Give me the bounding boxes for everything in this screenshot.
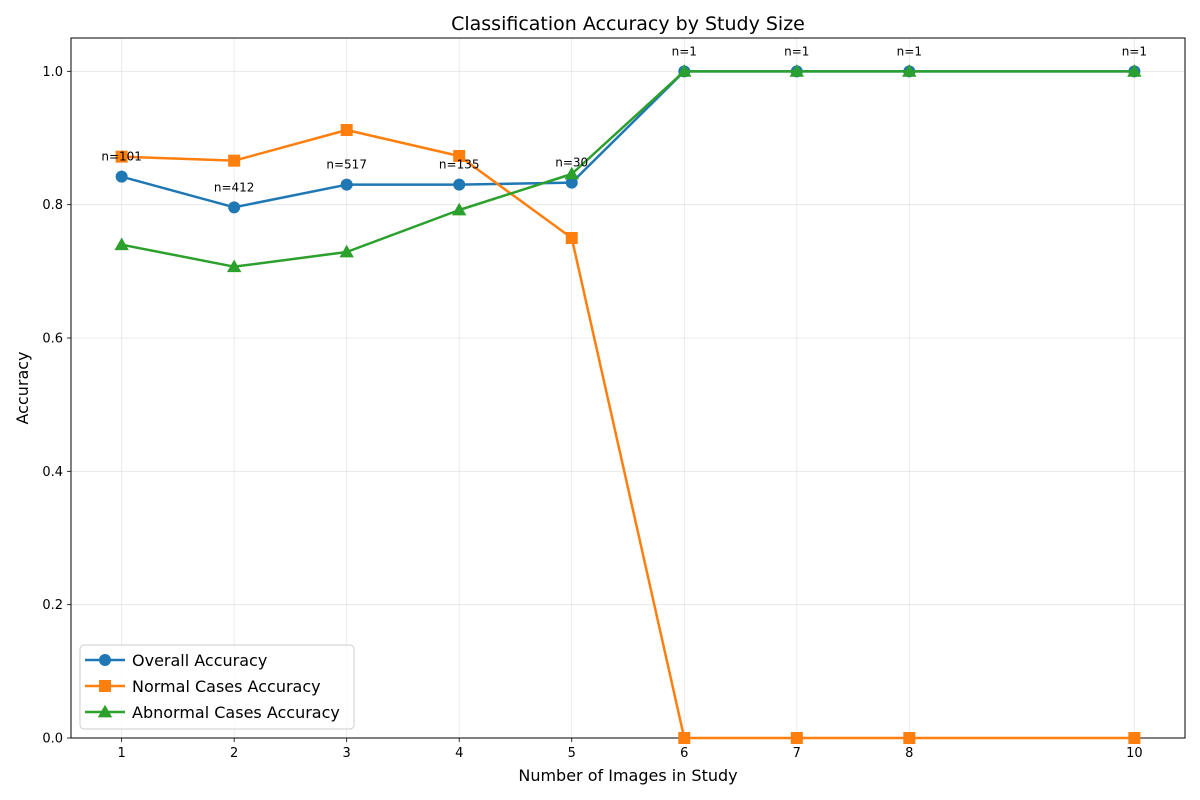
square-marker (903, 732, 916, 744)
triangle-marker (902, 64, 917, 77)
x-tick-label: 8 (905, 746, 913, 761)
series-1 (115, 65, 1141, 214)
sample-size-label: n=1 (1122, 44, 1147, 58)
x-axis-title: Number of Images in Study (518, 766, 737, 785)
circle-marker (453, 178, 466, 191)
legend-box (79, 644, 355, 730)
triangle-marker (677, 64, 692, 77)
sample-size-label: n=30 (555, 156, 588, 170)
legend-label: Abnormal Cases Accuracy (132, 703, 340, 722)
grid-layer (71, 38, 1185, 739)
x-tick-label: 3 (343, 746, 351, 761)
square-marker (1128, 732, 1141, 744)
square-marker (115, 150, 128, 163)
legend-item: Normal Cases Accuracy (85, 677, 321, 696)
triangle-marker (339, 244, 354, 258)
sample-size-label: n=1 (784, 44, 809, 58)
triangle-marker (564, 166, 579, 180)
x-tick-label: 1 (117, 746, 125, 761)
legend-circle-marker (99, 654, 111, 666)
square-marker (453, 150, 466, 162)
circle-marker (340, 178, 353, 191)
y-tick-label: 0.0 (42, 732, 63, 747)
series-layer (114, 64, 1142, 744)
circle-marker (115, 170, 128, 183)
x-tick-label: 5 (568, 746, 576, 761)
series-2 (115, 124, 1141, 744)
legend-item: Overall Accuracy (85, 651, 267, 670)
legend-square-marker (99, 680, 111, 692)
square-marker (228, 154, 241, 167)
sample-size-label: n=1 (897, 44, 922, 58)
y-tick-label: 0.2 (42, 598, 63, 613)
legend: Overall Accuracy Normal Cases Accuracy Abn… (79, 644, 355, 730)
sample-size-label: n=1 (672, 44, 697, 58)
square-marker (340, 124, 353, 136)
series-3 (114, 64, 1142, 273)
triangle-marker (114, 237, 129, 251)
y-tick-label: 0.8 (42, 198, 63, 213)
legend-label: Normal Cases Accuracy (132, 677, 321, 696)
legend-triangle-marker (97, 704, 113, 718)
x-tick-label: 7 (793, 746, 801, 761)
chart-title: Classification Accuracy by Study Size (451, 13, 805, 35)
square-marker (790, 732, 803, 744)
series-line (120, 70, 1136, 209)
sample-size-label: n=517 (326, 158, 367, 172)
sample-size-label: n=412 (214, 180, 255, 194)
y-tick-label: 0.6 (42, 332, 63, 347)
x-tick-label: 10 (1126, 746, 1143, 761)
triangle-marker (452, 202, 467, 216)
sample-size-label: n=135 (439, 158, 480, 172)
circle-marker (565, 176, 578, 189)
square-marker (678, 732, 691, 744)
triangle-marker (789, 64, 804, 77)
annotation-layer: n=101 n=412 n=517 n=135 n=30 n=1 n=1 n=1 n=1 (101, 44, 1147, 194)
triangle-marker (226, 259, 242, 273)
x-tick-label: 4 (455, 746, 463, 761)
ticks-layer: 1 2 3 4 5 6 7 8 10 0.0 0.2 0.4 0.6 0.8 1.0 (42, 65, 1142, 761)
y-tick-label: 1.0 (42, 65, 63, 80)
x-tick-label: 6 (680, 746, 688, 761)
x-tick-label: 2 (230, 746, 238, 761)
y-tick-label: 0.4 (42, 465, 63, 480)
series-line (120, 70, 1136, 268)
sample-size-label: n=101 (101, 150, 142, 164)
square-marker (565, 232, 578, 244)
y-axis-title: Accuracy (13, 351, 32, 424)
plot-frame (70, 37, 1186, 739)
legend-item: Abnormal Cases Accuracy (85, 703, 340, 722)
legend-label: Overall Accuracy (132, 651, 267, 670)
triangle-marker (1127, 64, 1142, 77)
circle-marker (228, 201, 241, 214)
